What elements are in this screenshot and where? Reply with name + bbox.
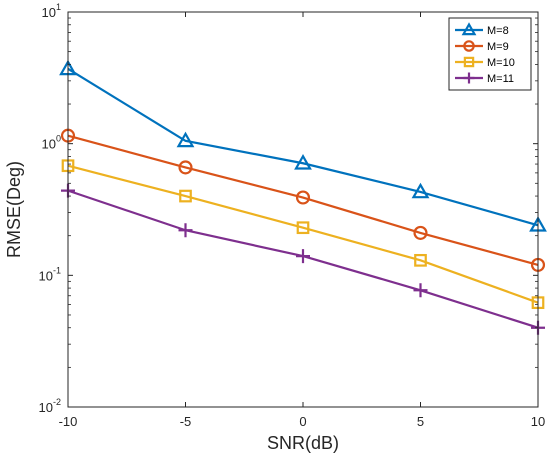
series-3: [61, 159, 545, 310]
legend-label: M=8: [487, 25, 509, 37]
circle-marker: [178, 160, 193, 175]
y-tick-exponent: -2: [53, 397, 61, 407]
legend-label: M=9: [487, 41, 509, 53]
circle-marker: [463, 40, 475, 52]
y-tick-label: 101: [42, 2, 61, 20]
x-axis-label: SNR(dB): [267, 433, 339, 453]
plus-marker: [296, 249, 310, 264]
plus-marker: [413, 283, 428, 298]
y-tick-base: 10: [42, 137, 56, 152]
y-tick-exponent: 0: [56, 134, 61, 144]
legend-label: M=10: [487, 57, 515, 69]
y-axis-label: RMSE(Deg): [4, 161, 24, 258]
triangle-marker: [176, 131, 195, 148]
square-marker: [463, 56, 475, 68]
y-tick-base: 10: [39, 400, 53, 415]
y-tick-label: 100: [42, 134, 61, 152]
series-line: [67, 67, 539, 227]
plus-marker: [178, 223, 193, 238]
triangle-marker: [461, 22, 477, 36]
series-line: [67, 164, 539, 304]
x-tick-label: 0: [299, 414, 306, 429]
legend-entry: M=11: [455, 72, 514, 85]
x-tick-label: -5: [180, 414, 192, 429]
y-tick-exponent: 1: [56, 2, 61, 12]
x-tick-label: 10: [531, 414, 545, 429]
plus-marker: [463, 72, 475, 84]
x-tick-label: 5: [417, 414, 424, 429]
legend-entry: M=8: [455, 22, 509, 37]
y-tick-base: 10: [39, 268, 53, 283]
square-marker: [179, 189, 192, 203]
y-tick-label: 10-2: [39, 397, 61, 415]
circle-marker: [413, 225, 428, 240]
series-4: [61, 183, 545, 335]
triangle-marker: [411, 182, 430, 199]
square-marker: [414, 253, 427, 267]
legend-entry: M=10: [455, 56, 515, 69]
y-tick-base: 10: [42, 5, 56, 20]
legend-entry: M=9: [455, 40, 509, 53]
triangle-marker: [294, 154, 312, 170]
legend: M=8 M=9 M=10 M=11: [448, 17, 532, 91]
legend-label: M=11: [487, 73, 514, 85]
y-tick-label: 10-1: [39, 265, 61, 283]
y-tick-exponent: -1: [53, 265, 61, 275]
square-marker: [296, 221, 310, 235]
series-line: [67, 134, 539, 266]
x-tick-label: -10: [59, 414, 78, 429]
circle-marker: [295, 190, 311, 205]
